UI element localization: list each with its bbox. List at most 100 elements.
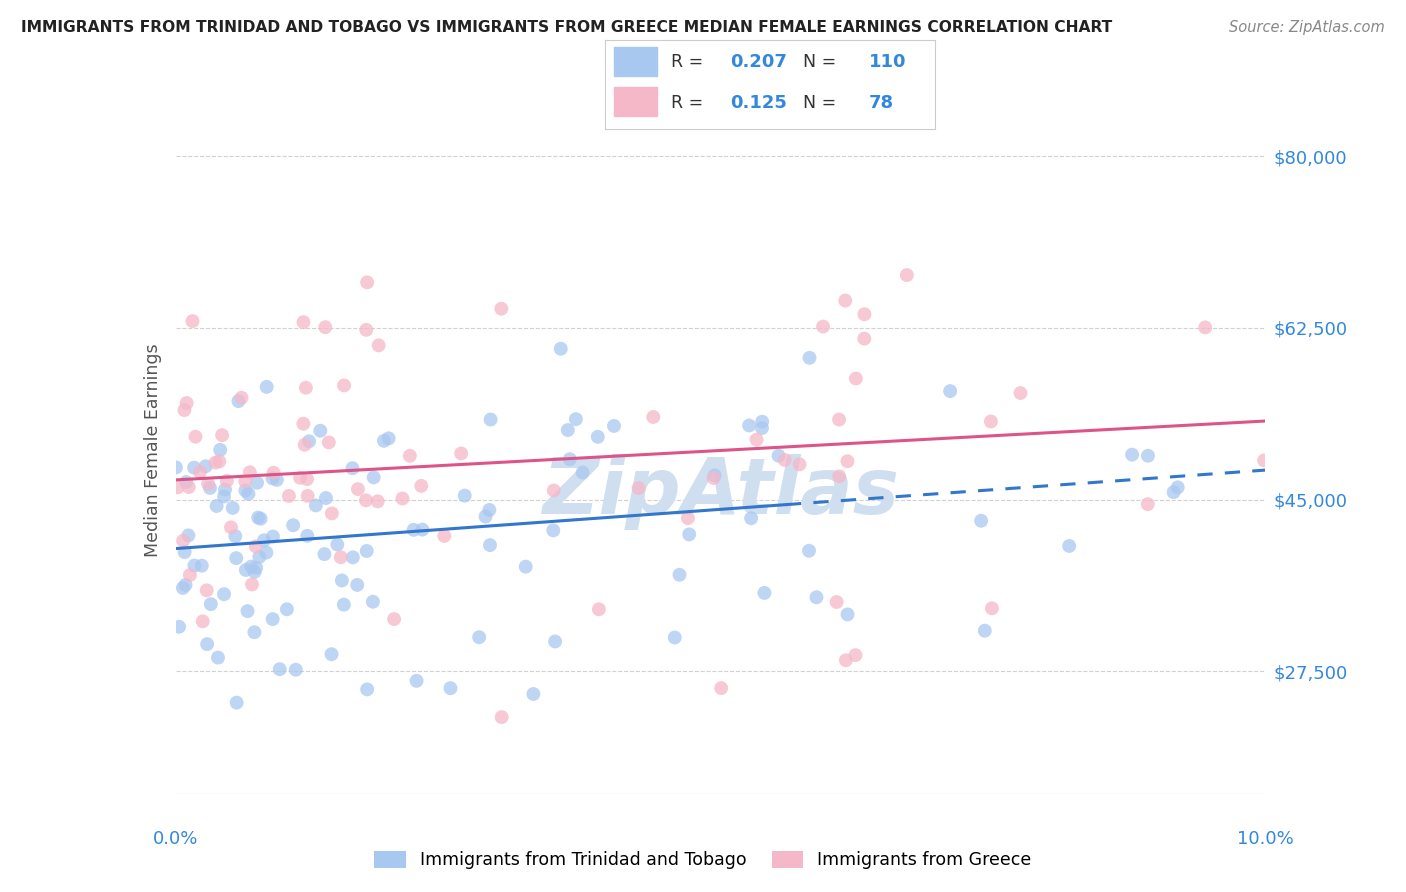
Legend: Immigrants from Trinidad and Tobago, Immigrants from Greece: Immigrants from Trinidad and Tobago, Imm… xyxy=(367,844,1039,876)
Point xyxy=(212,490,235,504)
Text: ZipAtlas: ZipAtlas xyxy=(543,454,898,530)
Point xyxy=(1010,386,1032,401)
Point xyxy=(208,454,231,468)
Point xyxy=(200,597,222,611)
Point xyxy=(391,491,413,506)
Point xyxy=(740,511,762,525)
Point xyxy=(479,538,502,552)
Point xyxy=(191,558,214,573)
Point xyxy=(373,434,395,448)
Point xyxy=(354,493,377,508)
Point xyxy=(837,607,859,622)
Point xyxy=(678,527,700,541)
Point xyxy=(262,530,284,544)
Point xyxy=(399,449,422,463)
Point xyxy=(188,465,211,479)
Point xyxy=(177,528,200,542)
Point xyxy=(228,394,250,409)
Point xyxy=(211,428,233,442)
Point xyxy=(710,681,733,695)
Point xyxy=(172,581,194,595)
Point xyxy=(225,696,247,710)
Point xyxy=(544,634,567,648)
Text: IMMIGRANTS FROM TRINIDAD AND TOBAGO VS IMMIGRANTS FROM GREECE MEDIAN FEMALE EARN: IMMIGRANTS FROM TRINIDAD AND TOBAGO VS I… xyxy=(21,20,1112,35)
Point xyxy=(221,500,243,515)
Point xyxy=(253,533,276,548)
Text: N =: N = xyxy=(803,54,842,71)
Point xyxy=(204,456,226,470)
Point xyxy=(183,558,205,573)
Point xyxy=(1057,539,1080,553)
Point xyxy=(356,323,378,337)
Point xyxy=(238,487,260,501)
Point xyxy=(980,601,1002,615)
Point xyxy=(283,518,305,533)
Point xyxy=(356,682,378,697)
Point xyxy=(828,412,851,426)
Point xyxy=(405,673,427,688)
Point xyxy=(853,307,876,321)
Point xyxy=(367,338,389,352)
Point xyxy=(184,430,207,444)
Point xyxy=(212,587,235,601)
Point xyxy=(703,471,725,485)
Point xyxy=(834,293,856,308)
Point xyxy=(828,469,851,483)
Point xyxy=(789,458,811,472)
Point xyxy=(305,499,328,513)
Point xyxy=(240,559,263,574)
Point xyxy=(474,509,496,524)
Point xyxy=(825,595,848,609)
Point xyxy=(262,612,284,626)
Point xyxy=(491,301,513,316)
Point xyxy=(346,578,368,592)
Point xyxy=(1167,480,1189,494)
Point xyxy=(314,320,336,334)
Point xyxy=(382,612,405,626)
Point xyxy=(356,544,378,558)
Point xyxy=(191,615,214,629)
Point xyxy=(565,412,588,426)
Point xyxy=(326,537,349,551)
Point xyxy=(284,663,307,677)
Point xyxy=(179,568,201,582)
Point xyxy=(454,489,477,503)
Point xyxy=(745,433,768,447)
Point xyxy=(167,620,190,634)
Point xyxy=(676,511,699,525)
Point xyxy=(321,647,343,661)
Point xyxy=(205,499,228,513)
Point xyxy=(367,494,389,508)
Point xyxy=(738,418,761,433)
Point xyxy=(402,523,425,537)
Point xyxy=(1253,453,1275,467)
Point xyxy=(468,630,491,644)
Point xyxy=(262,471,284,485)
Point xyxy=(356,276,378,290)
Point xyxy=(627,481,650,495)
Point xyxy=(315,491,337,505)
Point xyxy=(174,475,197,489)
Bar xyxy=(614,47,658,76)
Point xyxy=(165,460,187,475)
Point xyxy=(751,421,773,435)
Point xyxy=(314,547,336,561)
Text: R =: R = xyxy=(671,54,709,71)
Point xyxy=(751,415,773,429)
Point xyxy=(173,545,195,559)
Point xyxy=(586,430,609,444)
Point xyxy=(768,449,790,463)
Point xyxy=(799,351,821,365)
Point xyxy=(194,459,217,474)
Point xyxy=(321,507,343,521)
Point xyxy=(837,454,859,468)
Point xyxy=(342,461,364,475)
Point xyxy=(478,503,501,517)
Point xyxy=(543,524,565,538)
Point xyxy=(329,550,352,565)
Point xyxy=(246,475,269,490)
Point xyxy=(243,565,266,579)
Point xyxy=(235,563,257,577)
Point xyxy=(515,559,537,574)
Point xyxy=(522,687,544,701)
